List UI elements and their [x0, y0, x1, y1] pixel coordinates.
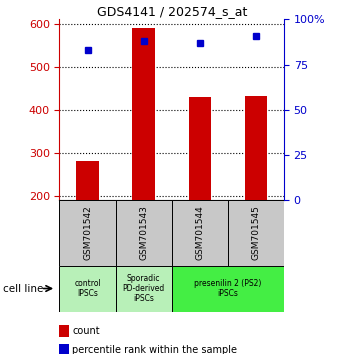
Text: GSM701543: GSM701543 [139, 205, 148, 260]
Bar [228, 200, 284, 266]
Bar [116, 200, 172, 266]
Text: GSM701545: GSM701545 [251, 205, 260, 260]
Bar [188, 97, 211, 200]
Bar [76, 161, 99, 200]
Text: Sporadic
PD-derived
iPSCs: Sporadic PD-derived iPSCs [122, 274, 165, 303]
Text: control
IPSCs: control IPSCs [74, 279, 101, 298]
Bar [132, 28, 155, 200]
Bar [59, 200, 116, 266]
Bar [116, 266, 172, 312]
Bar [172, 266, 284, 312]
Text: percentile rank within the sample: percentile rank within the sample [72, 346, 237, 354]
Text: count: count [72, 326, 100, 336]
Bar [172, 200, 228, 266]
Text: cell line: cell line [3, 284, 44, 293]
Text: GSM701544: GSM701544 [195, 205, 204, 260]
Bar [244, 96, 267, 200]
Bar [59, 266, 116, 312]
Title: GDS4141 / 202574_s_at: GDS4141 / 202574_s_at [97, 5, 247, 18]
Text: GSM701542: GSM701542 [83, 205, 92, 260]
Text: presenilin 2 (PS2)
iPSCs: presenilin 2 (PS2) iPSCs [194, 279, 261, 298]
